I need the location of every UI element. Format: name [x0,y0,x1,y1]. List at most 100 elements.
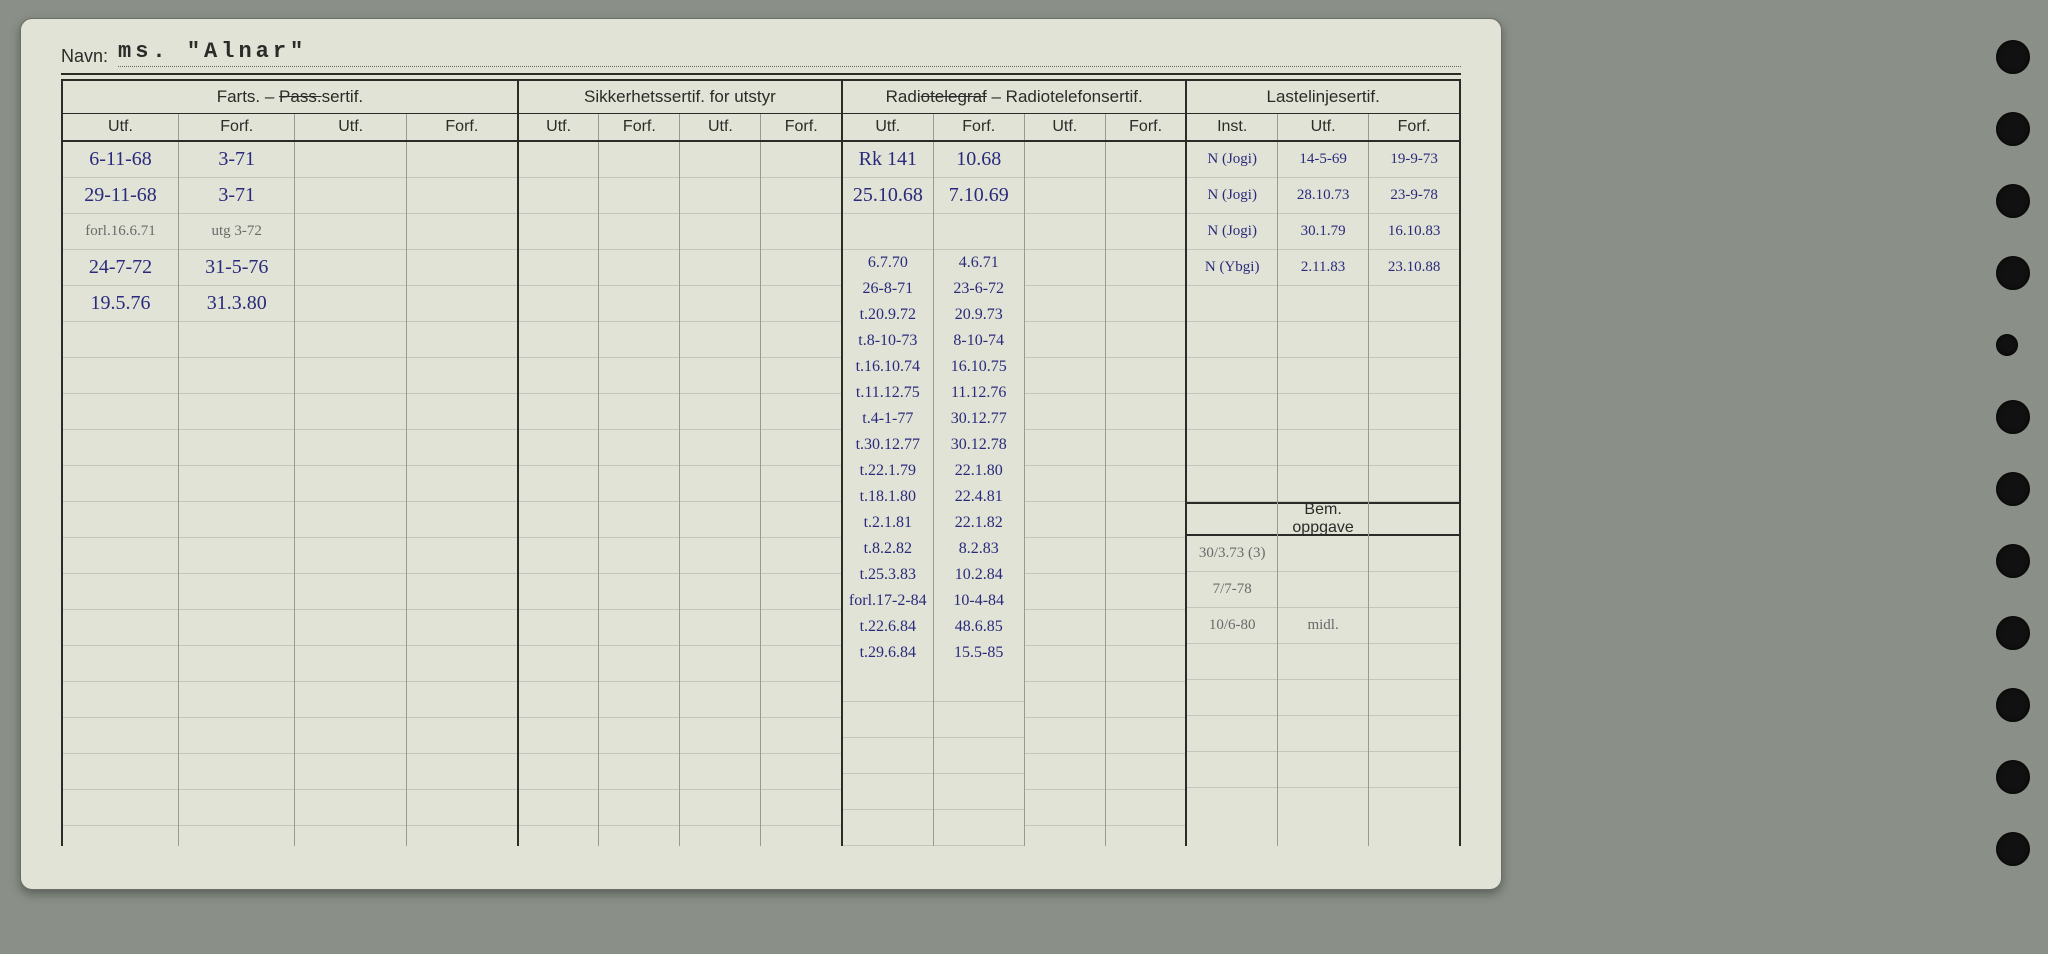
sikk-utf-1 [518,141,599,846]
cell-value: 23-6-72 [934,276,1024,302]
cell-value [1025,250,1105,286]
cell-value [179,502,294,538]
cell-value [843,810,933,846]
cell-value: t.8.2.82 [843,536,933,562]
cell-value [179,394,294,430]
cell-value: 30.1.79 [1278,214,1368,250]
group-lastelinje: Lastelinjesertif. [1186,80,1460,114]
bem-value [1278,536,1368,572]
cell-value: 48.6.85 [934,614,1024,640]
cell-value [1025,538,1105,574]
cell-value [680,214,760,250]
cell-value [599,394,679,430]
sub-header-row: Utf. Forf. Utf. Forf. Utf. Forf. Utf. Fo… [62,114,1460,142]
cell-value [179,430,294,466]
hole-icon [1986,688,2030,722]
cell-value [1369,430,1459,466]
cell-value [1025,214,1105,250]
cell-value: N (Jogi) [1187,214,1277,250]
cell-value [680,142,760,178]
cell-value [1106,430,1186,466]
farts-utf-1: 6-11-6829-11-68forl.16.6.7124-7-7219.5.7… [62,141,178,846]
cell-value [599,250,679,286]
navn-value: ms. "Alnar" [118,39,1461,67]
cell-value [407,286,517,322]
cell-value [1025,178,1105,214]
sub-utf: Utf. [680,114,761,142]
cell-value [179,790,294,826]
cell-value [519,502,599,538]
cell-value: 6.7.70 [843,250,933,276]
cell-value [761,538,841,574]
cell-value [680,394,760,430]
cell-value: 31.3.80 [179,286,294,322]
cell-value [1278,752,1368,788]
cell-value [519,718,599,754]
cell-value [1106,538,1186,574]
cell-value [519,790,599,826]
cell-value: t.16.10.74 [843,354,933,380]
sub-forf: Forf. [1105,114,1186,142]
cell-value [680,718,760,754]
cell-value: 23-9-78 [1369,178,1459,214]
cell-value [599,430,679,466]
cell-value: 16.10.83 [1369,214,1459,250]
cell-value [1106,790,1186,826]
hole-icon [1986,472,2030,506]
cell-value [1025,286,1105,322]
cell-value [761,610,841,646]
sub-utf: Utf. [842,114,933,142]
cell-value: 7.10.69 [934,178,1024,214]
cell-value [761,394,841,430]
name-row: Navn: ms. "Alnar" [61,39,1461,75]
last-utf: 14-5-6928.10.7330.1.792.11.83Bem. oppgav… [1278,141,1369,846]
cell-value [1025,466,1105,502]
cell-value [1025,646,1105,682]
cell-value [599,682,679,718]
cell-value [179,358,294,394]
cell-value: 28.10.73 [1278,178,1368,214]
cell-value [63,790,178,826]
cell-value [519,682,599,718]
cell-value [1106,142,1186,178]
cell-value [295,646,405,682]
cell-value: t.29.6.84 [843,640,933,666]
cell-value [680,358,760,394]
cell-value [599,466,679,502]
hole-icon [1986,112,2030,146]
cell-value [1369,466,1459,502]
hole-icon [1986,760,2030,794]
cell-value: 10.2.84 [934,562,1024,588]
cell-value: t.18.1.80 [843,484,933,510]
cell-value [519,466,599,502]
cell-value: 23.10.88 [1369,250,1459,286]
cell-value [295,214,405,250]
cell-value [519,430,599,466]
cell-value [295,142,405,178]
cell-value [519,322,599,358]
cell-value [1025,754,1105,790]
cell-value [1278,358,1368,394]
cell-value [1187,394,1277,430]
bem-oppgave-band [1369,502,1459,536]
cell-value [179,466,294,502]
cell-value [295,682,405,718]
cell-value [761,286,841,322]
cell-value [295,250,405,286]
cell-value [1025,322,1105,358]
cell-value [761,754,841,790]
cell-value [1106,214,1186,250]
cell-value: t.11.12.75 [843,380,933,406]
sub-utf: Utf. [518,114,599,142]
cell-value [407,394,517,430]
cell-value [761,322,841,358]
cell-value [179,754,294,790]
cell-value [1278,394,1368,430]
cell-value [63,574,178,610]
cell-value [761,430,841,466]
group-sikkerhet: Sikkerhetssertif. for utstyr [518,80,842,114]
cell-value [599,178,679,214]
sub-forf: Forf. [933,114,1024,142]
cell-value: 2.11.83 [1278,250,1368,286]
cell-value: t.22.6.84 [843,614,933,640]
